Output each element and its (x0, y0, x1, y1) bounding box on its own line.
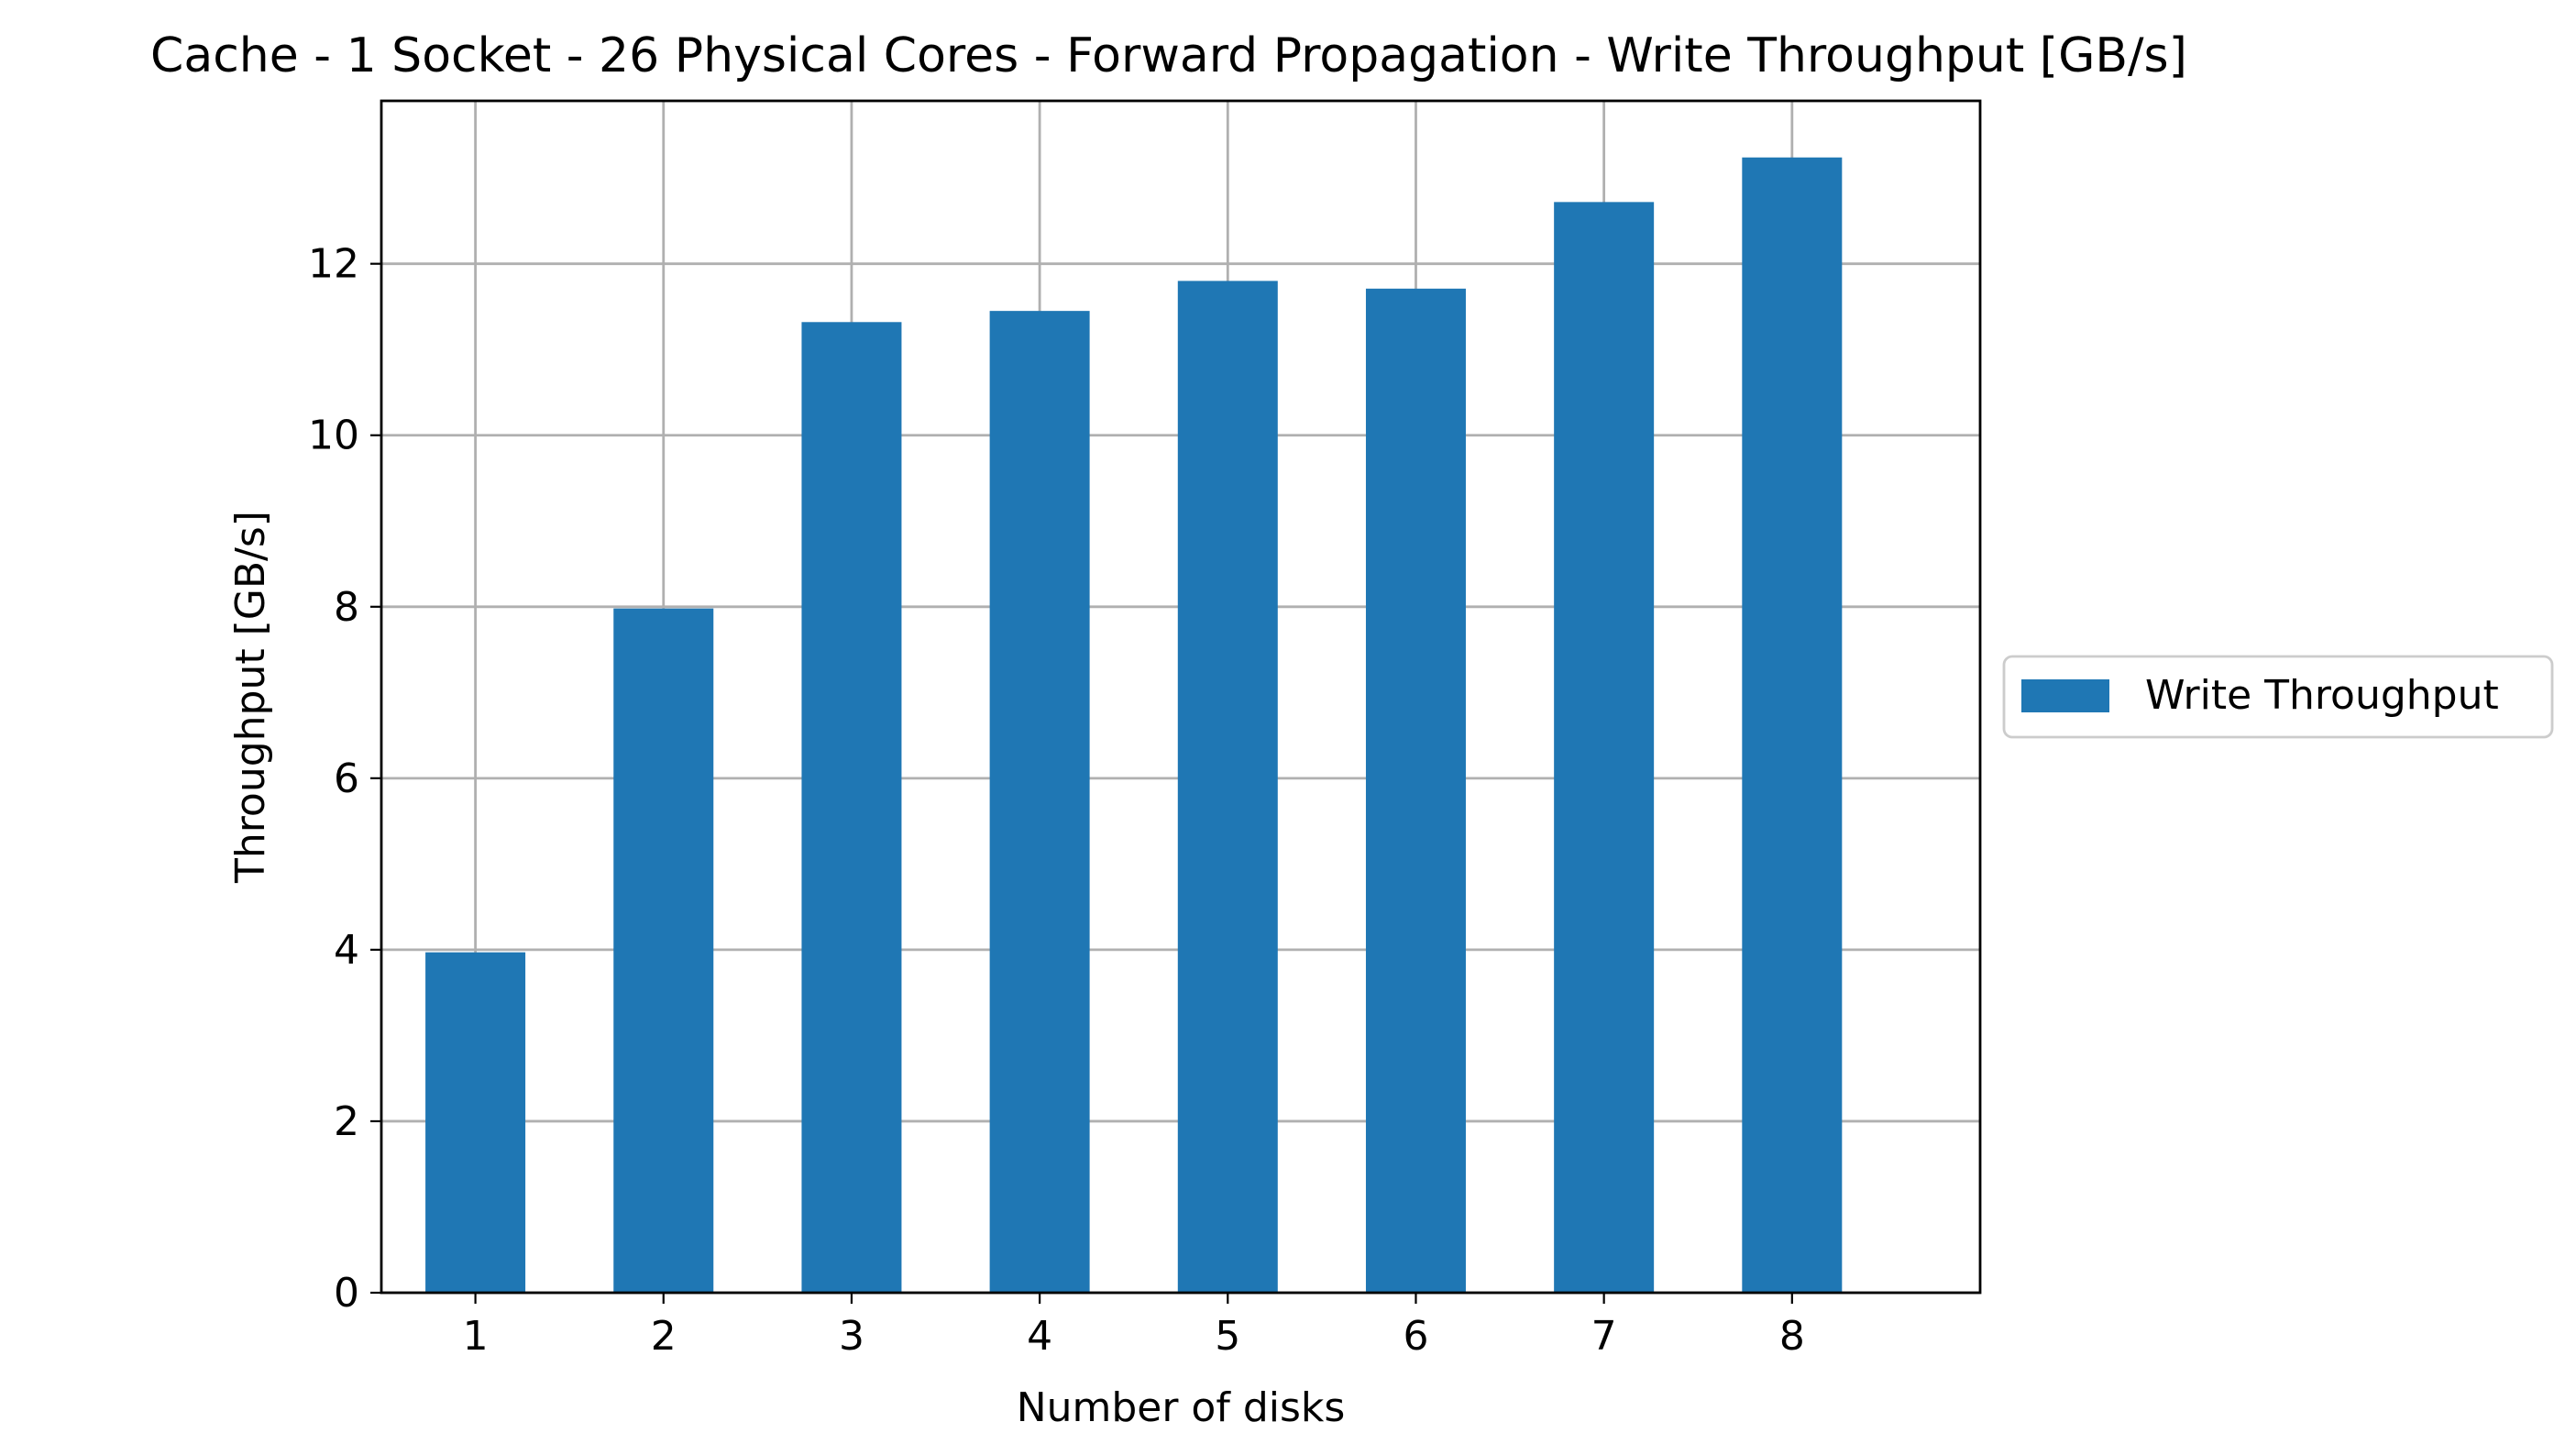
x-tick-label: 4 (1027, 1313, 1052, 1360)
legend: Write Throughput (2002, 655, 2554, 739)
bar-disks-2 (613, 608, 714, 1293)
axes-frame (380, 99, 1982, 1295)
legend-swatch (2021, 679, 2109, 712)
x-tick-label: 7 (1591, 1313, 1617, 1360)
bar-disks-1 (425, 952, 526, 1293)
bar-disks-4 (989, 311, 1090, 1293)
y-tick-label: 4 (334, 927, 359, 974)
y-tick-label: 2 (334, 1098, 359, 1145)
x-tick-label: 2 (651, 1313, 677, 1360)
bar-disks-3 (801, 322, 902, 1294)
y-tick-label: 6 (334, 755, 359, 802)
bar-disks-6 (1365, 288, 1466, 1294)
legend-box (2002, 655, 2554, 739)
y-tick-label: 0 (334, 1270, 359, 1317)
bars (425, 157, 1843, 1294)
legend-label: Write Throughput (2145, 672, 2499, 719)
chart-title: Cache - 1 Socket - 26 Physical Cores - F… (150, 28, 2187, 83)
x-tick-label: 1 (463, 1313, 489, 1360)
y-tick-label: 10 (308, 413, 359, 459)
bar-disks-7 (1554, 202, 1655, 1293)
bar-disks-8 (1742, 157, 1843, 1294)
x-tick-label: 8 (1779, 1313, 1805, 1360)
y-tick-label: 12 (308, 241, 359, 288)
x-tick-label: 6 (1403, 1313, 1428, 1360)
y-axis-label: Throughput [GB/s] (227, 511, 274, 884)
x-tick-label: 5 (1215, 1313, 1240, 1360)
x-axis-label: Number of disks (1017, 1384, 1346, 1431)
bar-disks-5 (1177, 281, 1278, 1294)
x-tick-label: 3 (839, 1313, 864, 1360)
y-tick-label: 8 (334, 584, 359, 631)
